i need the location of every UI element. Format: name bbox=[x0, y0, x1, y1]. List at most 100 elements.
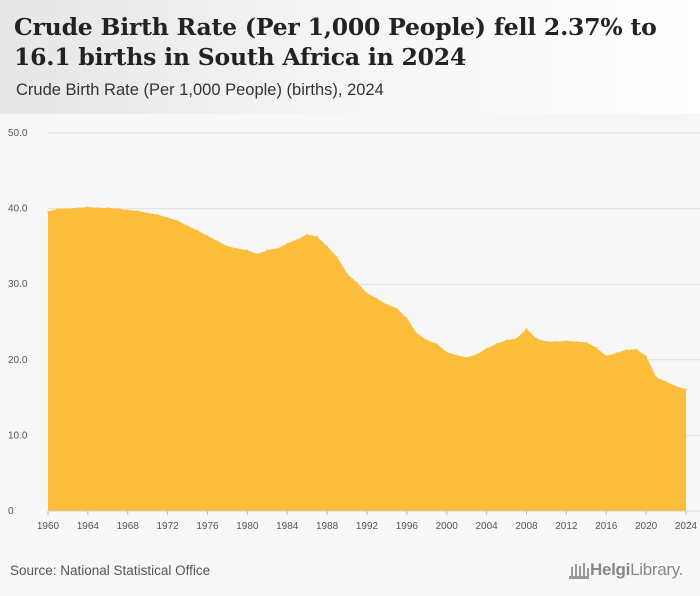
data-point bbox=[555, 340, 558, 343]
data-point bbox=[116, 207, 119, 210]
x-tick-label: 1964 bbox=[77, 521, 100, 532]
x-tick-label: 1972 bbox=[157, 521, 180, 532]
x-tick-label: 2016 bbox=[595, 521, 618, 532]
data-point bbox=[645, 355, 647, 357]
data-point bbox=[146, 212, 149, 214]
data-point bbox=[316, 235, 318, 238]
x-tick-label: 1984 bbox=[276, 521, 299, 532]
data-point bbox=[396, 307, 398, 310]
data-point bbox=[246, 249, 249, 251]
data-point bbox=[545, 340, 548, 343]
data-point bbox=[306, 233, 308, 236]
data-point bbox=[595, 346, 598, 349]
data-point bbox=[87, 206, 89, 208]
header-band: Crude Birth Rate (Per 1,000 People) fell… bbox=[0, 0, 700, 114]
logo-wordmark: HelgiLibrary. bbox=[590, 560, 683, 580]
helgi-library-logo[interactable]: HelgiLibrary. bbox=[568, 560, 683, 580]
data-point bbox=[675, 385, 677, 388]
data-point bbox=[176, 219, 179, 222]
page-title: Crude Birth Rate (Per 1,000 People) fell… bbox=[14, 13, 657, 71]
y-axis: 0 10.0 20.0 30.0 40.0 50.0 bbox=[8, 128, 28, 517]
data-point bbox=[685, 388, 687, 391]
data-point bbox=[535, 337, 538, 340]
data-point bbox=[57, 207, 59, 210]
data-point bbox=[346, 272, 348, 275]
area-fill bbox=[48, 207, 686, 511]
x-tick-label: 2008 bbox=[515, 521, 538, 532]
library-building-icon bbox=[569, 563, 589, 579]
logo-wordmark-light: Library. bbox=[630, 560, 684, 579]
data-point bbox=[505, 339, 508, 341]
data-point bbox=[635, 348, 637, 351]
data-point bbox=[575, 340, 578, 343]
data-point bbox=[67, 207, 69, 210]
data-point bbox=[77, 207, 79, 209]
data-point bbox=[286, 242, 289, 245]
data-point bbox=[515, 337, 518, 340]
data-point bbox=[435, 343, 438, 345]
x-tick-label: 1968 bbox=[117, 521, 140, 532]
data-point bbox=[625, 349, 627, 351]
x-tick-label: 2024 bbox=[675, 521, 698, 532]
data-point bbox=[206, 235, 209, 237]
x-tick-label: 2000 bbox=[436, 521, 459, 532]
data-point bbox=[615, 352, 618, 354]
data-point bbox=[136, 210, 139, 212]
data-point bbox=[107, 207, 109, 209]
data-point bbox=[226, 245, 229, 248]
logo-wordmark-bold: Helgi bbox=[590, 560, 631, 579]
data-point bbox=[376, 297, 378, 300]
x-axis: 1960 1964 1968 1972 1976 1980 1984 1988 1992 1996… bbox=[37, 510, 698, 532]
x-tick-label: 1992 bbox=[356, 521, 379, 532]
data-point bbox=[266, 249, 269, 251]
data-point bbox=[47, 210, 49, 213]
data-point bbox=[406, 317, 408, 320]
x-tick-label: 1988 bbox=[316, 521, 339, 532]
data-point bbox=[565, 340, 568, 342]
source-note: Source: National Statistical Office bbox=[10, 563, 211, 578]
x-tick-label: 2020 bbox=[635, 521, 658, 532]
area-chart: 010.020.030.040.050.0 1960 1964 1968 1972 19… bbox=[8, 128, 700, 532]
data-point bbox=[386, 303, 388, 306]
x-tick-label: 1976 bbox=[196, 521, 219, 532]
data-point bbox=[156, 213, 159, 216]
data-point bbox=[465, 356, 468, 359]
data-point bbox=[366, 292, 368, 295]
data-point bbox=[495, 343, 498, 345]
data-point bbox=[655, 376, 657, 378]
chart-subtitle: Crude Birth Rate (Per 1,000 People) (bir… bbox=[16, 81, 384, 99]
y-tick-label: 0 bbox=[8, 506, 14, 517]
area-series bbox=[47, 206, 687, 511]
x-tick-label: 1980 bbox=[236, 521, 259, 532]
data-point bbox=[126, 209, 129, 211]
data-point bbox=[455, 354, 458, 357]
data-point bbox=[216, 240, 219, 242]
x-tick-label: 2004 bbox=[476, 521, 499, 532]
data-point bbox=[326, 245, 328, 248]
data-point bbox=[256, 253, 259, 255]
data-point bbox=[97, 207, 99, 209]
x-tick-label: 1960 bbox=[37, 521, 60, 532]
data-point bbox=[475, 353, 478, 356]
data-point bbox=[426, 339, 428, 341]
data-point bbox=[445, 351, 448, 354]
y-tick-label: 10.0 bbox=[8, 430, 28, 441]
data-point bbox=[336, 256, 338, 258]
data-point bbox=[236, 247, 239, 250]
x-tick-label: 1996 bbox=[396, 521, 419, 532]
y-tick-label: 20.0 bbox=[8, 355, 28, 366]
data-point bbox=[585, 341, 588, 344]
y-tick-label: 40.0 bbox=[8, 204, 28, 215]
data-point bbox=[276, 247, 279, 250]
data-point bbox=[166, 216, 169, 219]
y-tick-label: 30.0 bbox=[8, 279, 28, 290]
data-point bbox=[296, 238, 299, 241]
data-point bbox=[416, 332, 418, 335]
data-point bbox=[196, 229, 199, 232]
data-point bbox=[186, 225, 189, 227]
data-point bbox=[485, 347, 488, 350]
data-point bbox=[605, 355, 608, 357]
data-point bbox=[356, 281, 358, 284]
data-point bbox=[525, 328, 528, 330]
data-point bbox=[665, 380, 667, 383]
